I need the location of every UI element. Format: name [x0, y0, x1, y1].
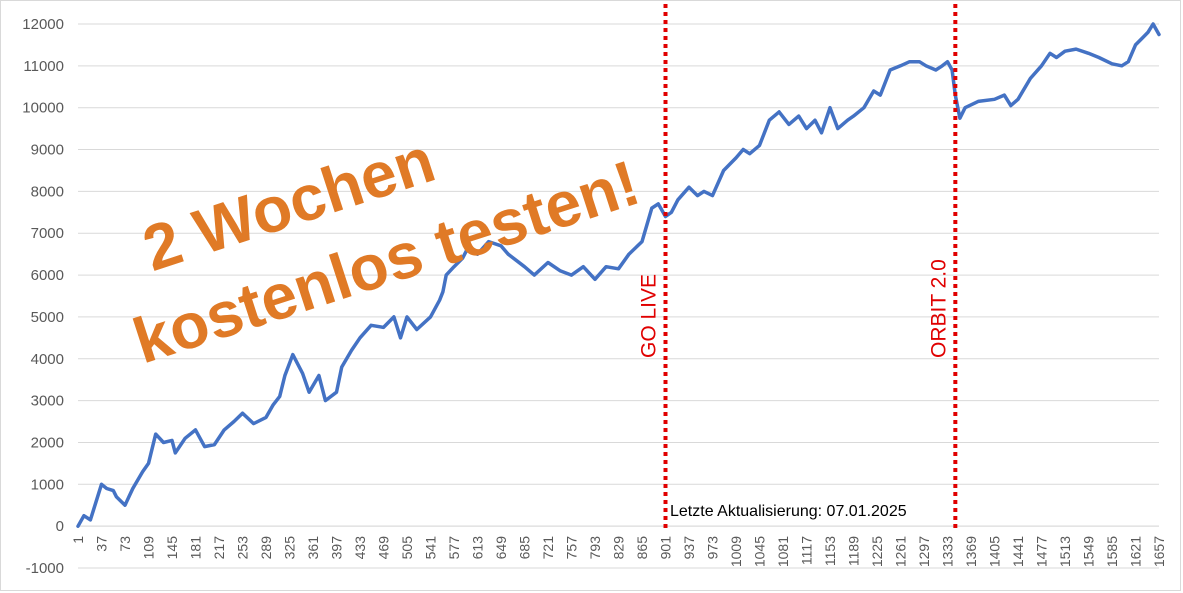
x-tick-label: 1369 [963, 536, 979, 567]
x-tick-label: 361 [305, 536, 321, 560]
last-update-note: Letzte Aktualisierung: 07.01.2025 [670, 503, 907, 520]
y-tick-label: 12000 [22, 16, 64, 33]
x-tick-label: 37 [94, 536, 110, 552]
x-tick-label: 541 [423, 536, 439, 560]
x-tick-label: 829 [611, 536, 627, 560]
x-tick-label: 1441 [1010, 536, 1026, 567]
x-tick-label: 1117 [799, 536, 815, 565]
x-tick-label: 865 [634, 536, 650, 560]
y-axis-tick-labels: -1000 0 1000 2000 3000 4000 5000 6000 7000 8000 90… [22, 16, 64, 577]
x-tick-label: 1405 [987, 536, 1003, 567]
promo-overlay: 2 Wochen kostenlos testen! [125, 123, 648, 377]
y-tick-label: 4000 [31, 351, 64, 368]
x-axis-tick-labels: 1 37 73 109 145 181 217 253 289 325 361 397 433 469 50… [70, 536, 1167, 567]
x-tick-label: 1477 [1034, 536, 1050, 567]
x-tick-label: 685 [517, 536, 533, 560]
x-tick-label: 1189 [846, 536, 862, 566]
x-tick-label: 757 [564, 536, 580, 560]
x-tick-label: 145 [164, 536, 180, 560]
y-tick-label: 2000 [31, 434, 64, 451]
x-tick-label: 901 [658, 536, 674, 560]
y-tick-label: 5000 [31, 309, 64, 326]
y-tick-label: 8000 [31, 183, 64, 200]
x-tick-label: 613 [470, 536, 486, 560]
x-tick-label: 181 [188, 536, 204, 560]
y-tick-label: 3000 [31, 393, 64, 410]
y-tick-label: -1000 [26, 560, 64, 577]
y-tick-label: 7000 [31, 225, 64, 242]
series-line-0 [76, 22, 1161, 528]
event-markers: GO LIVE ORBIT 2.0 [638, 4, 958, 530]
gridlines [78, 23, 1159, 569]
x-tick-label: 721 [540, 536, 556, 560]
x-tick-label: 253 [235, 536, 251, 560]
y-tick-label: 11000 [23, 58, 64, 75]
x-tick-label: 1261 [893, 536, 909, 567]
x-tick-label: 1045 [752, 536, 768, 567]
x-tick-label: 1297 [916, 536, 932, 567]
x-tick-label: 1009 [728, 536, 744, 567]
x-tick-label: 289 [258, 536, 274, 560]
series-layer [76, 22, 1161, 528]
x-tick-label: 1513 [1057, 536, 1073, 567]
x-tick-label: 109 [141, 536, 157, 560]
y-tick-label: 10000 [22, 100, 64, 117]
x-tick-label: 1657 [1151, 536, 1167, 567]
x-tick-label: 1333 [940, 536, 956, 567]
x-tick-label: 973 [705, 536, 721, 560]
marker-label-0: GO LIVE [638, 274, 661, 358]
x-tick-label: 469 [376, 536, 392, 560]
x-tick-label: 397 [329, 536, 345, 560]
x-tick-label: 1081 [775, 536, 791, 567]
x-tick-label: 505 [399, 536, 415, 560]
y-tick-label: 0 [56, 518, 64, 535]
y-tick-label: 1000 [31, 476, 64, 493]
x-tick-label: 1621 [1128, 536, 1144, 567]
x-tick-label: 217 [211, 536, 227, 560]
x-tick-label: 577 [446, 536, 462, 560]
x-tick-label: 937 [681, 536, 697, 560]
x-tick-label: 1153 [822, 536, 838, 566]
x-tick-label: 1585 [1104, 536, 1120, 567]
x-tick-label: 433 [352, 536, 368, 560]
x-tick-label: 325 [282, 536, 298, 560]
x-tick-label: 1225 [869, 536, 885, 567]
marker-label-1: ORBIT 2.0 [927, 259, 950, 358]
x-tick-label: 793 [587, 536, 603, 560]
x-tick-label: 649 [493, 536, 509, 560]
x-tick-label: 1549 [1081, 536, 1097, 567]
x-tick-label: 1 [70, 536, 86, 544]
x-tick-label: 73 [117, 536, 133, 552]
y-tick-label: 9000 [31, 142, 64, 159]
y-tick-label: 6000 [31, 267, 64, 284]
